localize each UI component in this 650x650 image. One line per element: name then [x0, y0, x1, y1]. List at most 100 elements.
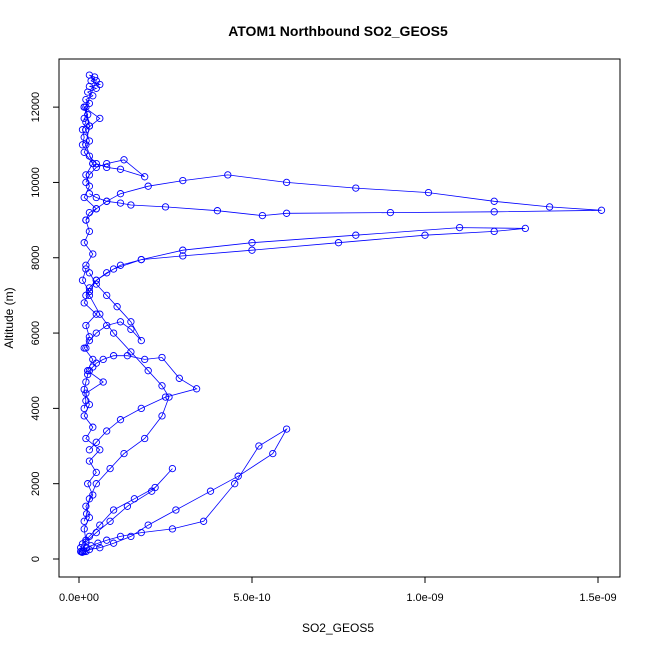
data-point [137, 404, 145, 413]
data-point [82, 502, 90, 510]
data-point [106, 517, 114, 525]
y-axis: 0 2000 4000 6000 8000 10000 12000 [30, 92, 59, 562]
data-point [127, 318, 135, 326]
data-point [158, 353, 166, 362]
data-point [77, 544, 85, 552]
data-point [455, 223, 464, 232]
data-point [85, 71, 94, 79]
data-point [85, 333, 94, 341]
data-point [103, 536, 111, 544]
data-point [120, 449, 128, 458]
data-point [144, 367, 152, 375]
data-point [92, 310, 100, 318]
data-point [109, 329, 118, 337]
data-point [103, 159, 111, 168]
data-point [84, 370, 92, 379]
data-point [269, 449, 277, 458]
data-point [179, 246, 187, 254]
data-point [192, 385, 201, 393]
data-point [96, 446, 104, 454]
data-point [334, 239, 343, 247]
data-point [85, 182, 94, 190]
data-point [82, 378, 90, 386]
data-point [89, 250, 97, 258]
data-point [92, 480, 100, 488]
series-line [85, 272, 142, 349]
data-point [85, 513, 94, 522]
data-point [103, 321, 111, 330]
chart-title: ATOM1 Northbound SO2_GEOS5 [228, 23, 448, 39]
data-point [103, 197, 111, 205]
data-point [248, 239, 256, 247]
data-point [84, 367, 92, 375]
data-point [248, 246, 256, 254]
y-tick-label: 8000 [30, 246, 42, 270]
y-tick-label: 0 [30, 556, 42, 562]
x-tick-label: 1.5e-09 [579, 592, 616, 604]
series-line [85, 174, 602, 221]
x-tick-label: 1.0e-09 [406, 592, 443, 604]
data-point [258, 211, 267, 220]
data-point [94, 539, 102, 547]
data-point [99, 355, 107, 364]
data-point [109, 539, 118, 547]
data-point [80, 148, 88, 156]
data-point [78, 540, 87, 548]
data-point [127, 325, 135, 333]
x-axis-label: SO2_GEOS5 [302, 621, 374, 635]
data-point [85, 545, 94, 554]
data-point [352, 231, 360, 239]
data-point [85, 457, 94, 465]
data-point [120, 156, 128, 164]
data-point [386, 208, 395, 217]
data-point [87, 542, 95, 550]
data-point [123, 502, 132, 510]
y-tick-label: 4000 [30, 396, 42, 420]
series-line [80, 468, 173, 548]
data-point [109, 352, 118, 360]
data-point [92, 77, 100, 85]
data-point [84, 480, 92, 488]
data-point [82, 265, 90, 273]
data-point [89, 159, 97, 168]
data-point [116, 165, 125, 173]
plot-frame [58, 58, 621, 578]
data-point [82, 141, 90, 149]
y-tick-label: 10000 [30, 167, 42, 198]
data-point [82, 216, 90, 224]
data-point [127, 532, 135, 541]
data-point [521, 224, 529, 233]
data-point [80, 299, 88, 307]
data-point [80, 525, 88, 533]
data-point [158, 382, 166, 390]
data-point [127, 201, 135, 209]
data-point [96, 544, 104, 552]
data-point [85, 446, 94, 454]
data-point [80, 103, 88, 111]
data-point [92, 438, 100, 446]
data-point [96, 114, 104, 123]
data-point [89, 92, 97, 100]
data-point [103, 291, 111, 300]
data-point [80, 412, 88, 420]
data-point [84, 111, 92, 119]
data-point [116, 532, 125, 541]
data-point [168, 464, 177, 473]
data-point [148, 487, 156, 495]
data-point [92, 276, 100, 284]
data-point [113, 303, 121, 311]
data-point [490, 208, 498, 216]
data-point [179, 252, 187, 260]
data-point [103, 269, 111, 277]
data-point [490, 227, 498, 236]
data-point [78, 548, 86, 556]
data-point [137, 255, 145, 264]
data-point [85, 227, 94, 236]
data-point [89, 355, 97, 364]
data-point [116, 199, 125, 207]
data-point [82, 434, 90, 443]
data-point [89, 423, 97, 431]
series-line [83, 295, 170, 522]
data-point [172, 506, 180, 514]
